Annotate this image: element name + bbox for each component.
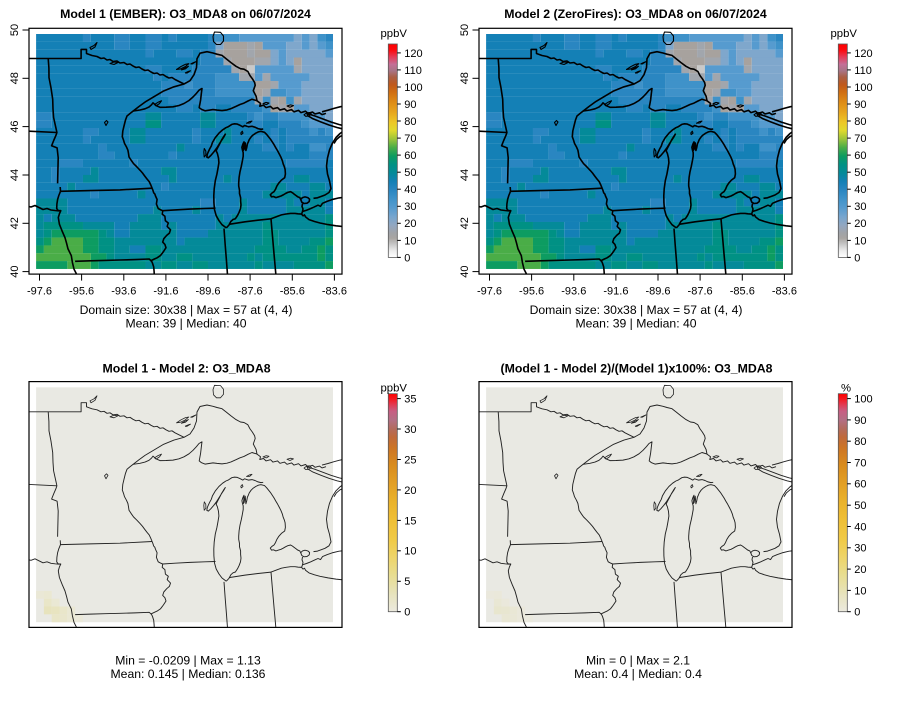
svg-text:25: 25	[404, 454, 416, 466]
svg-text:0: 0	[404, 252, 410, 264]
svg-text:%: %	[841, 383, 851, 395]
svg-text:-83.6: -83.6	[322, 285, 347, 297]
svg-text:-91.6: -91.6	[603, 285, 628, 297]
svg-text:90: 90	[854, 415, 866, 427]
svg-text:50: 50	[404, 167, 416, 179]
svg-text:48: 48	[9, 72, 21, 84]
svg-text:Model 1 - Model 2: O3_MDA8: Model 1 - Model 2: O3_MDA8	[102, 361, 270, 375]
svg-text:20: 20	[404, 485, 416, 497]
svg-text:-87.6: -87.6	[238, 285, 263, 297]
svg-text:30: 30	[854, 543, 866, 555]
svg-text:30: 30	[404, 424, 416, 436]
svg-text:42: 42	[9, 217, 21, 229]
svg-text:Mean: 39 | Median: 40: Mean: 39 | Median: 40	[125, 317, 246, 331]
svg-text:-89.6: -89.6	[645, 285, 670, 297]
svg-text:40: 40	[854, 184, 866, 196]
svg-text:ppbV: ppbV	[381, 383, 408, 395]
svg-text:Mean: 0.4 | Median: 0.4: Mean: 0.4 | Median: 0.4	[574, 667, 702, 681]
svg-text:-95.6: -95.6	[69, 285, 94, 297]
svg-text:-97.6: -97.6	[477, 285, 502, 297]
svg-text:0: 0	[854, 252, 860, 264]
svg-text:70: 70	[854, 133, 866, 145]
svg-text:0: 0	[404, 607, 410, 619]
svg-text:80: 80	[404, 116, 416, 128]
svg-text:70: 70	[854, 457, 866, 469]
svg-text:100: 100	[404, 82, 422, 94]
svg-text:50: 50	[9, 24, 21, 36]
svg-text:100: 100	[854, 82, 872, 94]
svg-text:Model 1 (EMBER): O3_MDA8 on 06: Model 1 (EMBER): O3_MDA8 on 06/07/2024	[60, 7, 311, 21]
svg-text:60: 60	[854, 479, 866, 491]
svg-text:60: 60	[854, 150, 866, 162]
svg-text:15: 15	[404, 515, 416, 527]
svg-text:50: 50	[854, 167, 866, 179]
svg-text:80: 80	[854, 116, 866, 128]
svg-text:40: 40	[404, 184, 416, 196]
svg-text:-91.6: -91.6	[153, 285, 178, 297]
svg-text:ppbV: ppbV	[381, 28, 408, 40]
svg-text:60: 60	[404, 150, 416, 162]
svg-text:80: 80	[854, 436, 866, 448]
svg-text:-89.6: -89.6	[195, 285, 220, 297]
svg-text:120: 120	[854, 48, 872, 60]
svg-text:-93.6: -93.6	[561, 285, 586, 297]
svg-text:40: 40	[459, 265, 471, 277]
svg-text:Mean: 39 | Median: 40: Mean: 39 | Median: 40	[575, 317, 696, 331]
svg-text:-85.6: -85.6	[730, 285, 755, 297]
svg-text:70: 70	[404, 133, 416, 145]
svg-text:90: 90	[404, 99, 416, 111]
svg-text:30: 30	[404, 201, 416, 213]
svg-text:Mean: 0.145 | Median: 0.136: Mean: 0.145 | Median: 0.136	[111, 667, 266, 681]
svg-text:Min = 0 | Max = 2.1: Min = 0 | Max = 2.1	[586, 653, 690, 667]
svg-text:42: 42	[459, 217, 471, 229]
svg-text:30: 30	[854, 201, 866, 213]
svg-text:40: 40	[854, 521, 866, 533]
svg-text:20: 20	[404, 218, 416, 230]
svg-text:90: 90	[854, 99, 866, 111]
svg-text:-87.6: -87.6	[688, 285, 713, 297]
svg-text:Domain size: 30x38 | Max = 57: Domain size: 30x38 | Max = 57 at (4, 4)	[530, 303, 743, 317]
svg-text:10: 10	[404, 235, 416, 247]
svg-text:110: 110	[854, 65, 872, 77]
svg-text:40: 40	[9, 265, 21, 277]
svg-text:44: 44	[9, 169, 21, 181]
svg-text:-97.6: -97.6	[27, 285, 52, 297]
svg-text:0: 0	[854, 607, 860, 619]
svg-text:(Model 1 - Model 2)/(Model 1)x: (Model 1 - Model 2)/(Model 1)x100%: O3_M…	[501, 361, 773, 375]
svg-text:50: 50	[854, 500, 866, 512]
svg-text:-85.6: -85.6	[280, 285, 305, 297]
svg-text:10: 10	[854, 235, 866, 247]
svg-text:-83.6: -83.6	[772, 285, 797, 297]
svg-text:100: 100	[854, 394, 872, 406]
svg-text:50: 50	[459, 24, 471, 36]
svg-text:20: 20	[854, 218, 866, 230]
svg-text:Domain size: 30x38 | Max = 57: Domain size: 30x38 | Max = 57 at (4, 4)	[80, 303, 293, 317]
svg-text:46: 46	[9, 120, 21, 132]
svg-text:ppbV: ppbV	[831, 28, 858, 40]
svg-text:Model 2 (ZeroFires): O3_MDA8 o: Model 2 (ZeroFires): O3_MDA8 on 06/07/20…	[504, 7, 767, 21]
svg-text:10: 10	[404, 546, 416, 558]
svg-text:110: 110	[404, 65, 422, 77]
svg-text:20: 20	[854, 564, 866, 576]
svg-text:Min = -0.0209 | Max = 1.13: Min = -0.0209 | Max = 1.13	[115, 653, 261, 667]
svg-text:-95.6: -95.6	[519, 285, 544, 297]
svg-text:120: 120	[404, 48, 422, 60]
svg-text:35: 35	[404, 394, 416, 406]
svg-text:44: 44	[459, 169, 471, 181]
svg-text:-93.6: -93.6	[111, 285, 136, 297]
svg-text:46: 46	[459, 120, 471, 132]
svg-text:48: 48	[459, 72, 471, 84]
svg-text:5: 5	[404, 576, 410, 588]
svg-text:10: 10	[854, 585, 866, 597]
